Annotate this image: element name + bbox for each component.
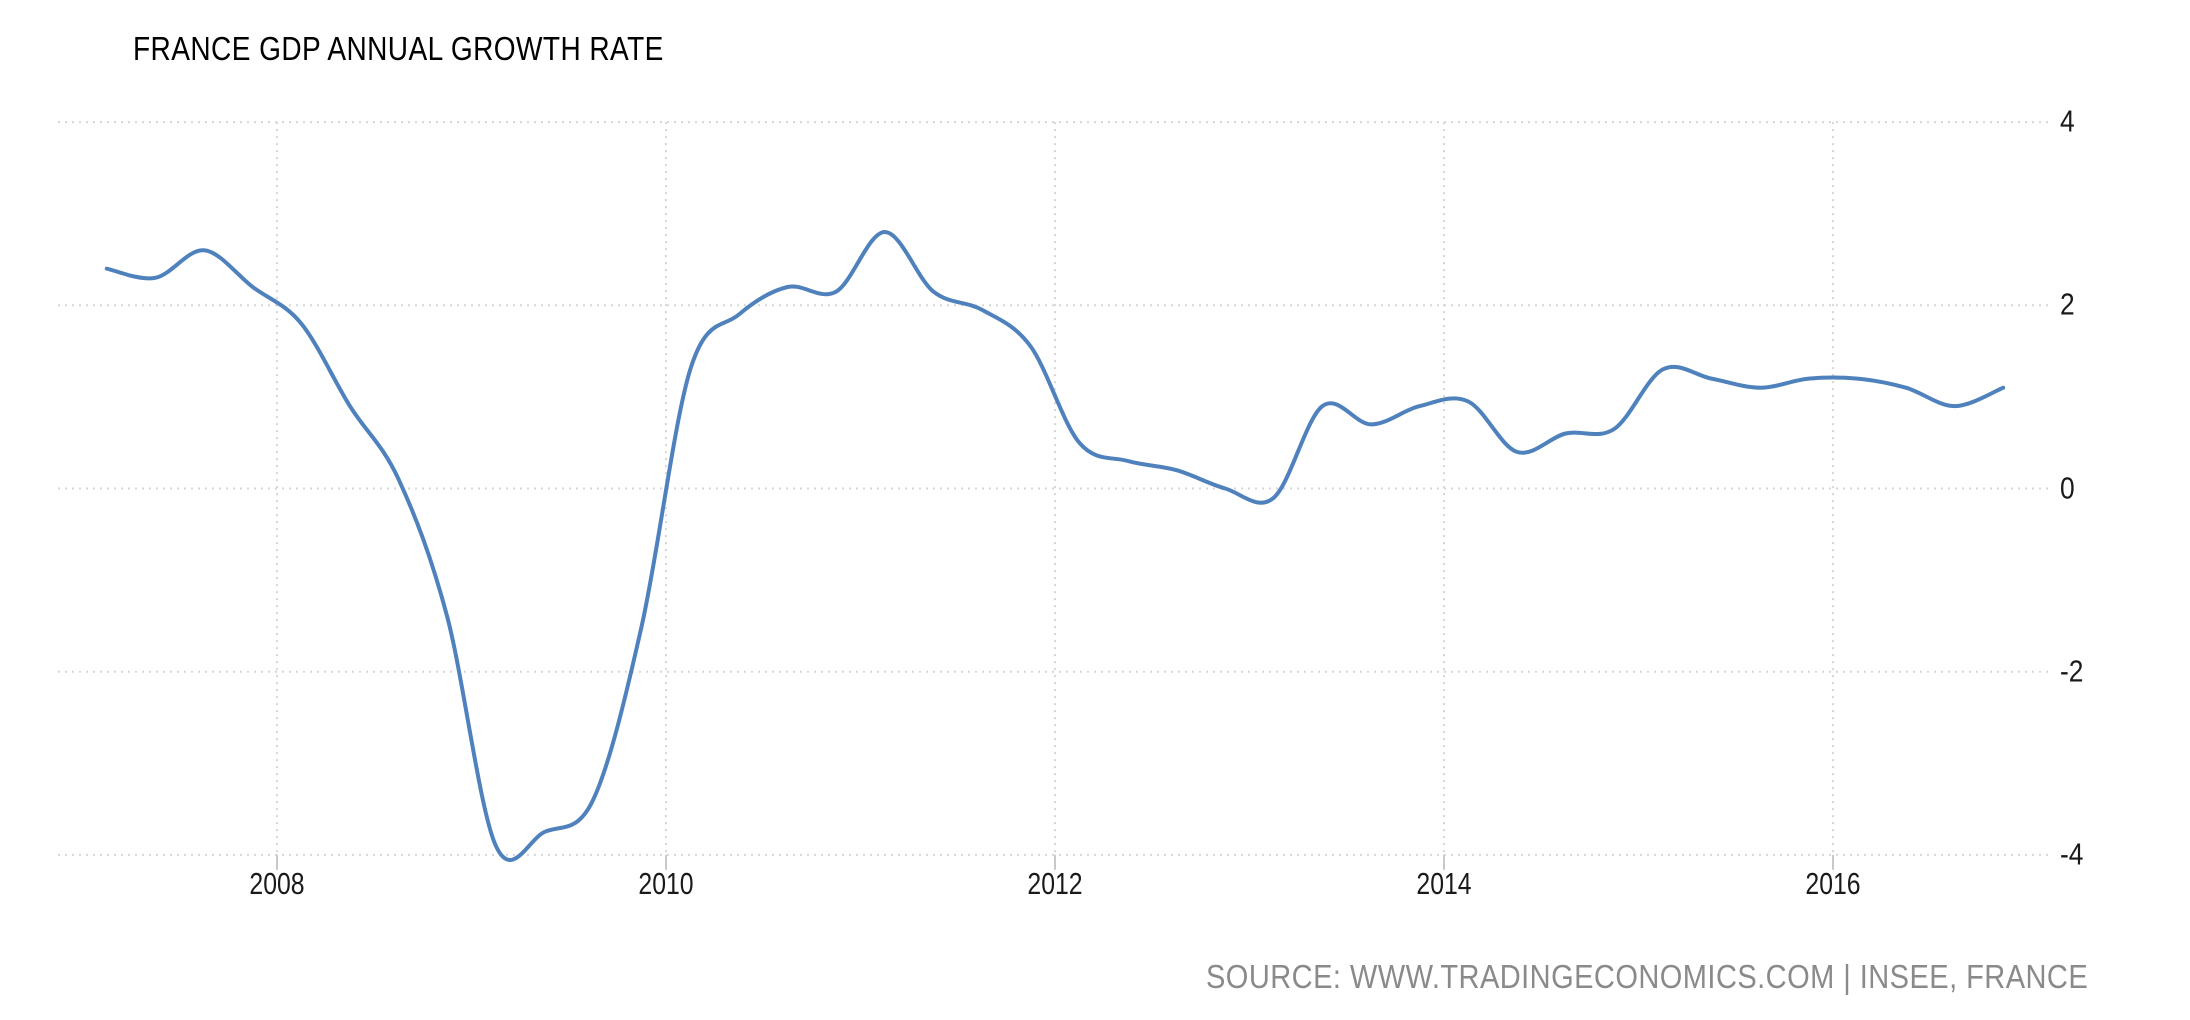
x-axis-label-2008: 2008 <box>249 866 305 901</box>
gdp-growth-line <box>104 230 2006 862</box>
y-axis-label-0: 0 <box>2060 469 2075 505</box>
plot-area[interactable] <box>58 122 2048 855</box>
y-axis-label-4: 4 <box>2060 103 2075 139</box>
x-axis-label-2010: 2010 <box>638 866 694 901</box>
y-axis-label-2: 2 <box>2060 286 2075 322</box>
source-attribution: SOURCE: WWW.TRADINGECONOMICS.COM | INSEE… <box>1206 958 2089 995</box>
y-axis-label--2: -2 <box>2060 652 2084 688</box>
x-axis-label-2014: 2014 <box>1416 866 1472 901</box>
x-axis-label-2012: 2012 <box>1027 866 1083 901</box>
y-axis-label--4: -4 <box>2060 836 2084 872</box>
x-axis-label-2016: 2016 <box>1805 866 1861 901</box>
chart-title: FRANCE GDP ANNUAL GROWTH RATE <box>133 30 664 67</box>
